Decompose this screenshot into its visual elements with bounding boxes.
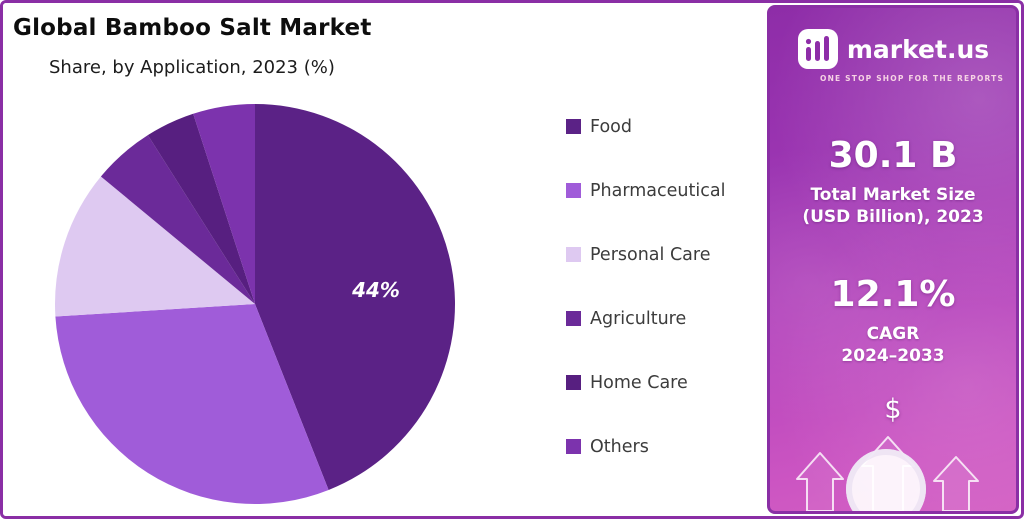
legend-swatch-home-care — [566, 375, 581, 390]
legend-swatch-others — [566, 439, 581, 454]
market-size-value: 30.1 B — [828, 135, 958, 176]
coffee-cup-image — [846, 449, 926, 511]
legend-swatch-pharmaceutical — [566, 183, 581, 198]
dollar-sign: $ — [884, 394, 902, 425]
legend-item-home-care: Home Care — [566, 372, 725, 393]
chart-subtitle: Share, by Application, 2023 (%) — [49, 57, 335, 78]
cagr-label-line2: 2024–2033 — [841, 346, 945, 367]
legend-label-others: Others — [590, 436, 649, 457]
brand-tagline: ONE STOP SHOP FOR THE REPORTS — [820, 74, 1005, 83]
legend-item-personal-care: Personal Care — [566, 244, 725, 265]
pie-slice-food — [255, 104, 455, 490]
market-size-stat: 30.1 B Total Market Size (USD Billion), … — [770, 135, 1016, 228]
pie-chart-area: Global Bamboo Salt Market Share, by Appl… — [3, 3, 765, 516]
legend-label-personal-care: Personal Care — [590, 244, 711, 265]
legend-item-food: Food — [566, 116, 725, 137]
legend-label-food: Food — [590, 116, 632, 137]
legend-item-others: Others — [566, 436, 725, 457]
chart-title: Global Bamboo Salt Market — [13, 15, 372, 41]
pie-slice-home-care — [147, 113, 255, 304]
brand-logo-icon — [797, 29, 838, 69]
cagr-label-line1: CAGR — [866, 324, 920, 345]
pie-slice-personal-care — [55, 176, 255, 317]
market-size-label-line2: (USD Billion), 2023 — [802, 207, 984, 228]
market-size-label: Total Market Size (USD Billion), 2023 — [770, 184, 1016, 228]
market-size-label-line1: Total Market Size — [810, 185, 976, 205]
brand-name: market.us — [846, 34, 990, 64]
legend-item-agriculture: Agriculture — [566, 308, 725, 329]
market-stats-panel: market.us ONE STOP SHOP FOR THE REPORTS … — [767, 5, 1019, 514]
pie-chart: 44% — [53, 102, 457, 506]
legend-item-pharmaceutical: Pharmaceutical — [566, 180, 726, 201]
legend-swatch-food — [566, 119, 581, 134]
cagr-label: CAGR 2024–2033 — [770, 323, 1016, 367]
legend-swatch-agriculture — [566, 311, 581, 326]
pie-slice-agriculture — [100, 135, 255, 304]
legend-label-pharmaceutical: Pharmaceutical — [590, 180, 726, 201]
cagr-value: 12.1% — [830, 274, 956, 316]
pie-slice-label-food: 44% — [352, 278, 400, 302]
legend-label-agriculture: Agriculture — [590, 308, 687, 329]
legend-label-home-care: Home Care — [590, 372, 688, 393]
cagr-stat: 12.1% CAGR 2024–2033 — [770, 274, 1016, 367]
legend-swatch-personal-care — [566, 247, 581, 262]
brand-block: market.us ONE STOP SHOP FOR THE REPORTS — [770, 28, 1016, 83]
pie-slice-others — [193, 104, 255, 304]
chart-legend: Food Pharmaceutical Personal Care Agricu… — [566, 117, 725, 501]
pie-svg — [55, 104, 455, 504]
pie-slice-pharmaceutical — [55, 304, 329, 504]
